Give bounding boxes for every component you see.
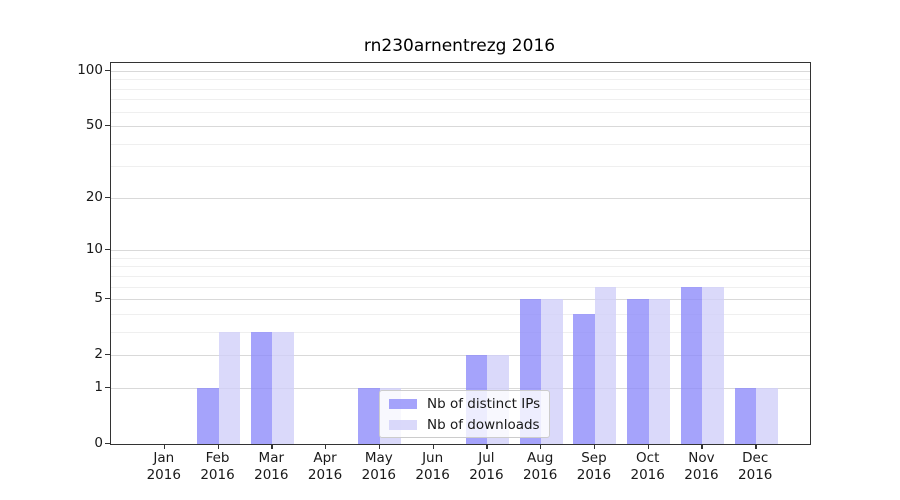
y-axis-tick-mark: [105, 196, 110, 199]
y-gridline-minor: [111, 111, 810, 113]
y-axis-tick-mark: [105, 298, 110, 300]
y-gridline-major: [111, 197, 810, 199]
x-axis-tick-label: Aug 2016: [522, 450, 558, 483]
legend-swatch-distinct-ips: [389, 398, 417, 409]
x-axis-tick-mark: [593, 444, 596, 449]
bar-distinct-ips: [573, 313, 595, 444]
y-axis-tick-label: 5: [94, 290, 103, 307]
x-axis-tick-mark: [432, 444, 434, 449]
bar-downloads: [756, 387, 778, 444]
y-gridline-minor: [111, 143, 810, 145]
bar-distinct-ips: [197, 387, 219, 444]
y-gridline-minor: [111, 286, 810, 288]
x-axis-tick-label: Dec 2016: [738, 450, 773, 483]
y-axis-tick-label: 50: [85, 117, 103, 134]
y-axis-tick-mark: [105, 443, 110, 445]
bar-distinct-ips: [250, 331, 273, 444]
x-axis-tick-mark: [271, 444, 273, 449]
x-axis-tick-mark: [647, 444, 649, 449]
bar-downloads: [218, 331, 241, 444]
legend-label-downloads: Nb of downloads: [427, 416, 540, 433]
legend-item-distinct-ips: Nb of distinct IPs: [389, 396, 540, 412]
bar-distinct-ips: [680, 286, 703, 444]
x-axis-tick-label: Mar 2016: [254, 450, 289, 483]
x-axis-tick-mark: [217, 444, 219, 449]
y-gridline-major: [111, 126, 810, 128]
y-axis-tick-mark: [105, 354, 110, 356]
bar-distinct-ips: [358, 387, 380, 444]
legend-swatch-downloads: [389, 419, 417, 430]
y-gridline-minor: [111, 166, 810, 168]
y-gridline-major: [111, 70, 810, 72]
y-axis-tick-mark: [105, 69, 110, 72]
x-axis-tick-label: Sep 2016: [576, 450, 612, 483]
y-gridline-minor: [111, 257, 810, 259]
bar-downloads: [702, 286, 724, 444]
y-axis-tick-mark: [105, 249, 110, 251]
y-axis-tick-mark: [105, 386, 110, 389]
x-axis-tick-label: Oct 2016: [630, 450, 665, 483]
y-gridline-minor: [111, 88, 810, 90]
y-gridline-minor: [111, 79, 810, 81]
bar-downloads: [594, 286, 617, 444]
legend-item-downloads: Nb of downloads: [389, 417, 540, 433]
x-axis-tick-label: Jun 2016: [415, 450, 450, 483]
x-axis-tick-mark: [163, 444, 166, 449]
bar-downloads: [272, 331, 294, 444]
y-axis-tick-label: 0: [94, 435, 103, 451]
legend-label-distinct-ips: Nb of distinct IPs: [427, 395, 541, 412]
y-gridline-minor: [111, 313, 810, 315]
x-axis-tick-mark: [325, 444, 327, 449]
y-gridline-minor: [111, 266, 810, 268]
y-gridline-major: [111, 355, 810, 357]
x-axis-tick-label: May 2016: [361, 450, 397, 483]
x-axis-tick-label: Nov 2016: [684, 450, 719, 483]
x-axis-tick-mark: [486, 444, 488, 449]
chart-title: rn230arnentrezg 2016: [363, 36, 556, 56]
y-axis-tick-label: 10: [85, 241, 103, 258]
y-gridline-minor: [111, 275, 810, 277]
y-gridline-minor: [111, 331, 810, 333]
y-gridline-major: [111, 299, 810, 301]
bar-distinct-ips: [734, 387, 757, 444]
x-axis-tick-label: Feb 2016: [200, 450, 235, 483]
bar-distinct-ips: [627, 299, 649, 444]
y-axis-tick-label: 1: [94, 378, 103, 395]
y-axis-tick-label: 2: [94, 346, 103, 363]
x-axis-tick-mark: [378, 444, 381, 449]
plot-area: [110, 62, 811, 445]
y-gridline-major: [111, 387, 810, 389]
bar-downloads: [648, 299, 671, 444]
y-gridline-major: [111, 250, 810, 252]
y-gridline-minor: [111, 99, 810, 101]
x-axis-tick-label: Jan 2016: [146, 450, 181, 483]
y-axis-tick-label: 20: [85, 188, 103, 205]
x-axis-tick-mark: [540, 444, 542, 449]
x-axis-tick-label: Apr 2016: [307, 450, 343, 483]
y-axis-tick-label: 100: [77, 61, 103, 78]
x-axis-tick-label: Jul 2016: [469, 450, 504, 483]
y-axis-tick-mark: [105, 125, 110, 127]
x-axis-tick-mark: [755, 444, 757, 449]
legend: Nb of distinct IPs Nb of downloads: [379, 390, 551, 438]
x-axis-tick-mark: [701, 444, 703, 449]
